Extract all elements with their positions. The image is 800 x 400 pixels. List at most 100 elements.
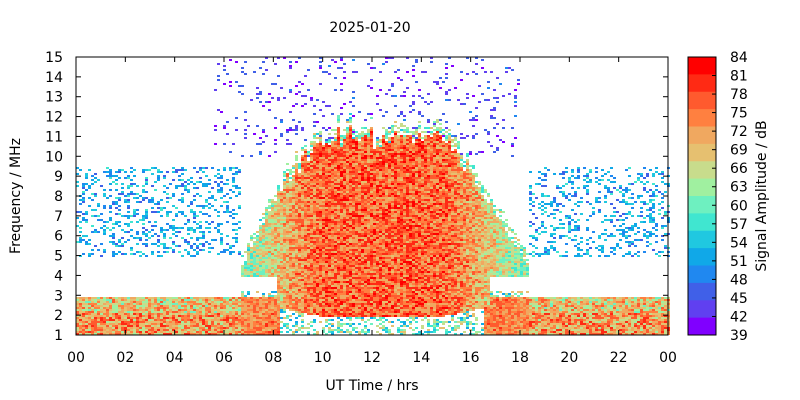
heatmap-cell — [310, 261, 313, 263]
heatmap-cell — [220, 241, 223, 243]
heatmap-cell — [151, 167, 154, 169]
heatmap-cell — [271, 309, 274, 311]
heatmap-cell — [295, 293, 298, 295]
heatmap-cell — [307, 189, 310, 191]
heatmap-cell — [157, 315, 160, 317]
heatmap-cell — [325, 241, 328, 243]
heatmap-cell — [277, 255, 280, 257]
heatmap-cell — [298, 163, 301, 165]
heatmap-cell — [232, 327, 235, 329]
heatmap-cell — [139, 317, 142, 319]
heatmap-cell — [340, 89, 343, 91]
heatmap-cell — [226, 209, 229, 211]
heatmap-cell — [328, 291, 331, 293]
heatmap-cell — [301, 129, 304, 131]
heatmap-cell — [310, 157, 313, 159]
heatmap-cell — [103, 327, 106, 329]
heatmap-cell — [307, 151, 310, 153]
heatmap-cell — [346, 329, 349, 331]
heatmap-cell — [172, 327, 175, 329]
heatmap-cell — [301, 191, 304, 193]
heatmap-cell — [256, 331, 259, 333]
heatmap-cell — [295, 295, 298, 297]
heatmap-cell — [124, 201, 127, 203]
heatmap-cell — [223, 301, 226, 303]
heatmap-cell — [202, 325, 205, 327]
heatmap-cell — [229, 251, 232, 253]
heatmap-cell — [217, 299, 220, 301]
heatmap-cell — [295, 247, 298, 249]
heatmap-cell — [175, 329, 178, 331]
heatmap-cell — [310, 219, 313, 221]
heatmap-cell — [295, 129, 298, 131]
heatmap-cell — [340, 307, 343, 309]
heatmap-cell — [343, 169, 346, 171]
heatmap-cell — [334, 207, 337, 209]
heatmap-cell — [361, 247, 364, 249]
heatmap-cell — [283, 227, 286, 229]
heatmap-cell — [277, 327, 280, 329]
heatmap-cell — [109, 311, 112, 313]
heatmap-cell — [289, 305, 292, 307]
heatmap-cell — [295, 263, 298, 265]
heatmap-cell — [130, 249, 133, 251]
heatmap-cell — [247, 313, 250, 315]
heatmap-cell — [295, 217, 298, 219]
heatmap-cell — [190, 237, 193, 239]
heatmap-cell — [301, 239, 304, 241]
heatmap-cell — [187, 311, 190, 313]
heatmap-cell — [301, 303, 304, 305]
heatmap-cell — [355, 141, 358, 143]
heatmap-cell — [91, 179, 94, 181]
heatmap-cell — [358, 111, 361, 113]
heatmap-cell — [340, 319, 343, 321]
heatmap-cell — [259, 267, 262, 269]
heatmap-cell — [226, 331, 229, 333]
heatmap-cell — [256, 87, 259, 89]
heatmap-cell — [343, 137, 346, 139]
heatmap-cell — [202, 313, 205, 315]
heatmap-cell — [259, 313, 262, 315]
heatmap-cell — [304, 197, 307, 199]
heatmap-cell — [124, 177, 127, 179]
heatmap-cell — [301, 313, 304, 315]
heatmap-cell — [103, 301, 106, 303]
heatmap-cell — [334, 141, 337, 143]
heatmap-cell — [319, 197, 322, 199]
heatmap-cell — [277, 243, 280, 245]
heatmap-cell — [325, 151, 328, 153]
heatmap-cell — [283, 269, 286, 271]
heatmap-cell — [334, 245, 337, 247]
heatmap-cell — [181, 237, 184, 239]
heatmap-cell — [241, 293, 244, 295]
heatmap-cell — [361, 331, 364, 333]
heatmap-cell — [115, 307, 118, 309]
heatmap-cell — [298, 277, 301, 279]
heatmap-cell — [121, 301, 124, 303]
heatmap-cell — [274, 325, 277, 327]
heatmap-cell — [238, 171, 241, 173]
heatmap-cell — [307, 305, 310, 307]
heatmap-cell — [172, 193, 175, 195]
heatmap-cell — [343, 255, 346, 257]
heatmap-cell — [157, 313, 160, 315]
heatmap-cell — [319, 189, 322, 191]
heatmap-cell — [259, 237, 262, 239]
heatmap-cell — [298, 237, 301, 239]
heatmap-cell — [205, 303, 208, 305]
heatmap-cell — [103, 317, 106, 319]
heatmap-cell — [349, 291, 352, 293]
heatmap-cell — [286, 261, 289, 263]
heatmap-cell — [313, 285, 316, 287]
heatmap-cell — [136, 311, 139, 313]
heatmap-cell — [145, 179, 148, 181]
heatmap-cell — [268, 259, 271, 261]
heatmap-cell — [361, 157, 364, 159]
heatmap-cell — [319, 143, 322, 145]
heatmap-cell — [193, 199, 196, 201]
heatmap-cell — [340, 283, 343, 285]
heatmap-cell — [100, 301, 103, 303]
heatmap-cell — [250, 265, 253, 267]
heatmap-cell — [310, 215, 313, 217]
heatmap-cell — [106, 171, 109, 173]
